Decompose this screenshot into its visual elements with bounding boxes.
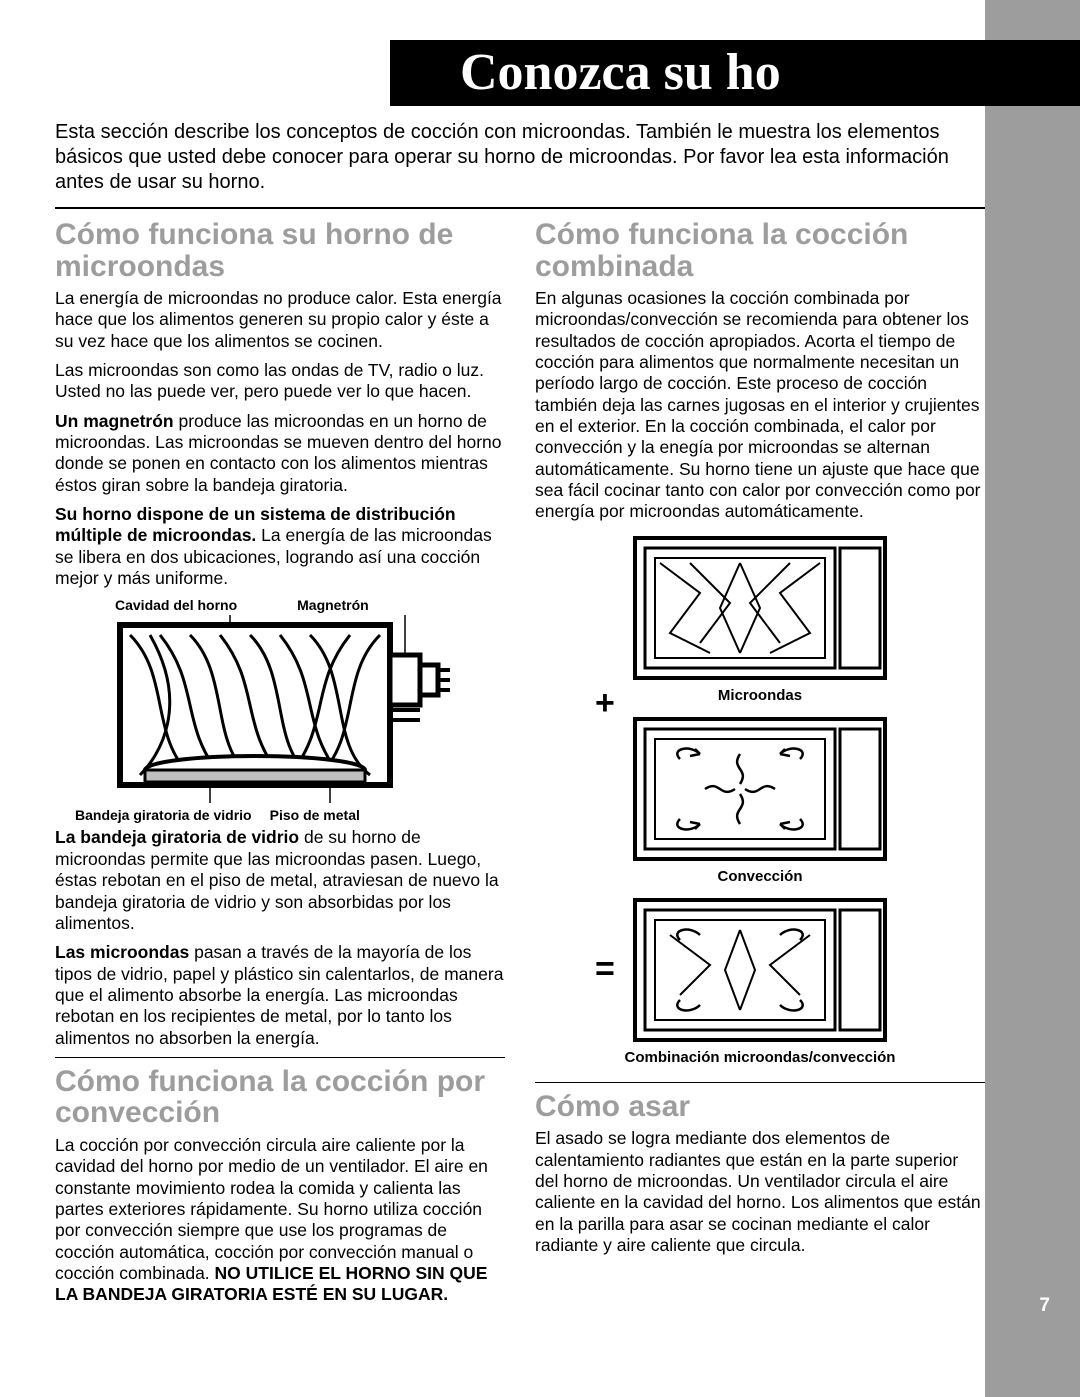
body-text: La cocción por convección circula aire c… — [55, 1135, 505, 1306]
diagram-label: Magnetrón — [297, 597, 369, 613]
manual-page: Conozca su ho 7 Esta sección describe lo… — [0, 0, 1080, 1397]
diagram-caption: Microondas — [718, 687, 802, 704]
bold-span: La bandeja giratoria de vidrio — [55, 827, 299, 847]
divider — [55, 1057, 505, 1058]
oven-cavity-illustration — [90, 615, 470, 805]
two-column-layout: Cómo funciona su horno de microondas La … — [55, 219, 985, 1314]
section-heading: Cómo funciona la cocción combinada — [535, 219, 985, 282]
content-area: Esta sección describe los conceptos de c… — [55, 120, 985, 1314]
body-text: Su horno dispone de un sistema de distri… — [55, 504, 505, 589]
bold-span: Las microondas — [55, 942, 189, 962]
right-wavy-decoration — [985, 0, 1080, 1397]
plus-icon: + — [595, 684, 615, 723]
divider — [535, 1082, 985, 1083]
microwave-diagram-row — [535, 533, 985, 683]
equals-icon: = — [595, 950, 615, 989]
diagram-top-labels: Cavidad del horno Magnetrón — [55, 597, 505, 613]
section-heading: Cómo funciona su horno de microondas — [55, 219, 505, 282]
diagram-label: Bandeja giratoria de vidrio — [75, 807, 252, 823]
convection-oven-icon — [630, 714, 890, 864]
magnetron-diagram: Cavidad del horno Magnetrón — [55, 597, 505, 823]
left-column: Cómo funciona su horno de microondas La … — [55, 219, 505, 1314]
page-title-bar: Conozca su ho — [390, 40, 1080, 106]
body-text: La energía de microondas no produce calo… — [55, 288, 505, 352]
combo-diagram-row: = — [535, 895, 985, 1045]
divider — [55, 207, 985, 209]
body-text: En algunas ocasiones la cocción combinad… — [535, 288, 985, 523]
body-text: Las microondas son como las ondas de TV,… — [55, 360, 505, 403]
section-heading: Cómo funciona la cocción por convección — [55, 1066, 505, 1129]
diagram-label: Piso de metal — [270, 807, 360, 823]
intro-paragraph: Esta sección describe los conceptos de c… — [55, 120, 985, 195]
combination-diagram-stack: Microondas + — [535, 533, 985, 1076]
page-title: Conozca su ho — [460, 44, 781, 101]
combination-oven-icon — [630, 895, 890, 1045]
body-text: El asado se logra mediante dos elementos… — [535, 1128, 985, 1256]
bold-span: Un magnetrón — [55, 411, 174, 431]
diagram-caption: Combinación microondas/convección — [625, 1049, 896, 1066]
page-number: 7 — [1039, 1295, 1050, 1317]
section-heading: Cómo asar — [535, 1091, 985, 1123]
convection-diagram-row: + — [535, 714, 985, 864]
body-text: Un magnetrón produce las microondas en u… — [55, 411, 505, 496]
diagram-bottom-labels: Bandeja giratoria de vidrio Piso de meta… — [55, 807, 505, 823]
diagram-caption: Convección — [717, 868, 802, 885]
body-text: Las microondas pasan a través de la mayo… — [55, 942, 505, 1049]
right-column: Cómo funciona la cocción combinada En al… — [535, 219, 985, 1314]
body-text: La bandeja giratoria de vidrio de su hor… — [55, 827, 505, 934]
text-span: La cocción por convección circula aire c… — [55, 1135, 488, 1283]
microwave-oven-icon — [630, 533, 890, 683]
diagram-label: Cavidad del horno — [115, 597, 237, 613]
